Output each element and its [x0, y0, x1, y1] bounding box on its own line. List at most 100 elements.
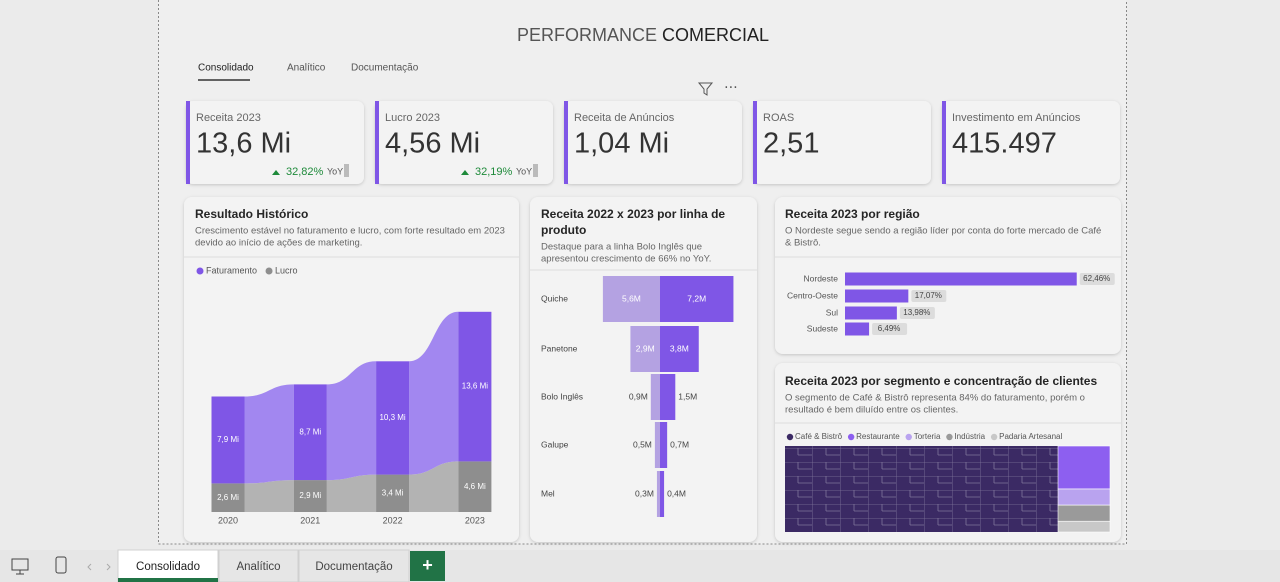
- data-label: 62,46%: [1083, 274, 1110, 283]
- bar: [602, 276, 660, 322]
- kpi-accent: [942, 101, 946, 184]
- data-label: 0,5M: [633, 439, 652, 449]
- page-arrows[interactable]: [87, 563, 111, 571]
- bar: [845, 322, 870, 336]
- ribbon-faturamento: [244, 384, 294, 484]
- category-label: Panetone: [541, 343, 578, 353]
- data-label: 0,4M: [667, 488, 686, 498]
- kpi-value: 1,04 Mi: [574, 128, 669, 160]
- kpi-indicator: [344, 164, 349, 177]
- panel-title: Resultado Histórico: [195, 207, 308, 221]
- desktop-icon[interactable]: [11, 558, 29, 575]
- page-tab[interactable]: [117, 549, 219, 582]
- kpi-row: Receita 2023 13,6 Mi 32,82% YoY Lucro 2023 4,…: [186, 101, 1120, 184]
- kpi-delta-note: YoY: [327, 166, 343, 176]
- more-icon[interactable]: ⋯: [724, 79, 738, 95]
- kpi-value: 13,6 Mi: [196, 128, 291, 160]
- panel-subtitle: O Nordeste segue sendo a região líder po…: [785, 226, 1101, 237]
- panel-subtitle: apresentou crescimento de 66% no YoY.: [541, 254, 711, 265]
- category-label: Sul: [826, 307, 838, 317]
- ribbon-lucro: [409, 461, 459, 512]
- bar: [660, 422, 668, 468]
- kpi-card: [375, 101, 553, 184]
- category-label: Sudeste: [807, 323, 838, 333]
- legend-dot: [265, 267, 273, 275]
- kpi-label: Lucro 2023: [385, 112, 440, 124]
- page-tab-label[interactable]: Documentação: [315, 561, 392, 573]
- bar: [660, 374, 676, 420]
- kpi-accent: [186, 101, 190, 184]
- data-label: 7,2M: [687, 293, 706, 303]
- legend-dot: [946, 433, 953, 441]
- bar: [845, 289, 909, 303]
- panel-title: produto: [541, 223, 586, 237]
- kpi-value: 415.497: [952, 128, 1057, 160]
- page-tab-label[interactable]: Analítico: [236, 561, 280, 573]
- nav-tabs: Consolidado Analítico Documentação: [198, 63, 419, 81]
- treemap-cell: [1057, 445, 1111, 490]
- lucro-column: [376, 474, 410, 512]
- legend-dot: [786, 433, 794, 441]
- kpi-card: [942, 101, 1120, 184]
- bar: [630, 326, 660, 372]
- legend-label: Indústria: [954, 432, 985, 441]
- add-page-button[interactable]: [410, 551, 445, 581]
- legend-dot: [196, 267, 204, 275]
- x-tick-label: 2020: [218, 515, 238, 525]
- data-label: 13,6 Mi: [462, 382, 488, 391]
- panel-title: Receita 2023 por região: [785, 207, 920, 221]
- faturamento-column: [376, 361, 410, 475]
- label-pill: [899, 307, 935, 319]
- data-label: 2,9M: [636, 343, 655, 353]
- data-label: 2,9 Mi: [299, 491, 321, 500]
- bar: [845, 272, 1077, 286]
- bar: [660, 326, 699, 372]
- data-label: 7,9 Mi: [217, 435, 239, 444]
- category-label: Bolo Inglês: [541, 391, 583, 401]
- kpi-label: Receita 2023: [196, 112, 261, 124]
- page-tab[interactable]: [218, 549, 299, 582]
- kpi-delta: 32,82%: [286, 166, 324, 178]
- kpi-value: 4,56 Mi: [385, 128, 480, 160]
- data-label: 13,98%: [903, 308, 930, 317]
- data-label: 17,07%: [915, 291, 942, 300]
- data-label: 3,8M: [670, 343, 689, 353]
- category-label: Centro-Oeste: [787, 290, 838, 300]
- kpi-accent: [753, 101, 757, 184]
- kpi-card: [186, 101, 364, 184]
- data-label: 2,6 Mi: [217, 493, 239, 502]
- page-tab-label[interactable]: Consolidado: [136, 561, 200, 573]
- bar: [656, 471, 660, 517]
- data-label: 5,6M: [622, 293, 641, 303]
- x-tick-label: 2021: [300, 515, 320, 525]
- panel-title: Receita 2023 por segmento e concentração…: [785, 374, 1097, 388]
- ribbon-faturamento: [326, 361, 377, 481]
- panel-subtitle: & Bistrô.: [785, 238, 821, 249]
- x-tick-label: 2023: [465, 515, 485, 525]
- data-label: 0,3M: [635, 488, 654, 498]
- faturamento-column: [293, 384, 327, 481]
- data-label: 6,49%: [878, 324, 901, 333]
- add-page-label[interactable]: +: [422, 555, 433, 575]
- report-title: PERFORMANCE COMERCIAL: [517, 25, 769, 45]
- nav-tab[interactable]: Documentação: [351, 63, 419, 74]
- delta-arrow: [272, 170, 280, 175]
- kpi-label: Investimento em Anúncios: [952, 112, 1081, 124]
- bar: [654, 422, 660, 468]
- data-label: 4,6 Mi: [464, 482, 486, 491]
- mobile-icon[interactable]: [55, 556, 67, 574]
- page-tab[interactable]: [298, 549, 410, 582]
- legend-label: Faturamento: [206, 265, 257, 275]
- kpi-accent: [564, 101, 568, 184]
- treemap-cell: [1057, 520, 1111, 533]
- lucro-column: [211, 483, 245, 512]
- nav-tab[interactable]: Consolidado: [198, 63, 254, 74]
- kpi-card: [564, 101, 742, 184]
- data-label: 1,5M: [678, 391, 697, 401]
- filter-icon[interactable]: [697, 82, 714, 96]
- ribbon-lucro: [244, 480, 294, 512]
- kpi-delta: 32,19%: [475, 166, 513, 178]
- nav-tab[interactable]: Analítico: [287, 63, 326, 74]
- data-label: 0,7M: [670, 439, 689, 449]
- bar: [660, 276, 734, 322]
